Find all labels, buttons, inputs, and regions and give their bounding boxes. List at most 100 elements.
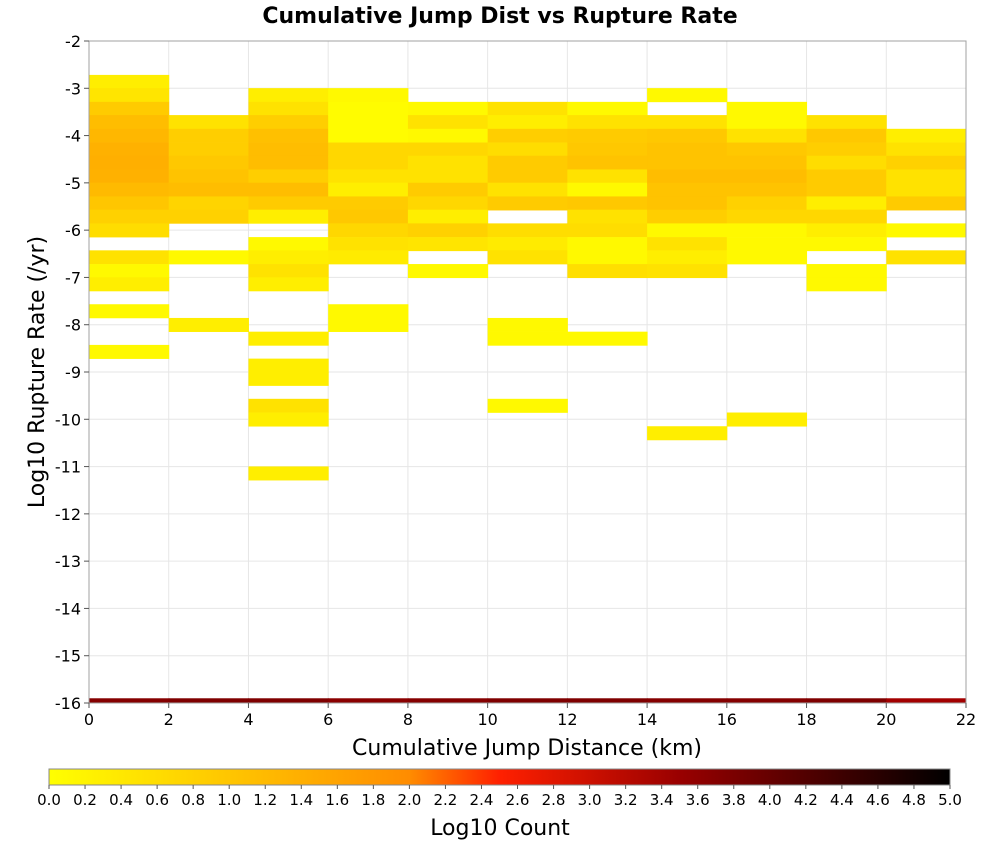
heatmap-cell bbox=[647, 142, 728, 157]
heatmap-cell bbox=[248, 371, 329, 386]
heatmap-cell bbox=[806, 277, 887, 292]
y-tick-label: -12 bbox=[55, 505, 81, 524]
x-tick-label: 14 bbox=[637, 710, 657, 729]
heatmap-cell bbox=[407, 209, 489, 224]
heatmap-cell bbox=[886, 142, 967, 157]
heatmap-cell bbox=[806, 142, 887, 157]
heatmap-cell bbox=[407, 128, 489, 143]
heatmap-cell bbox=[89, 304, 170, 319]
x-tick-label: 10 bbox=[477, 710, 497, 729]
heatmap-cell bbox=[647, 182, 728, 197]
heatmap-cell bbox=[567, 169, 648, 184]
colorbar-tick-label: 5.0 bbox=[938, 791, 962, 809]
x-tick-label: 18 bbox=[796, 710, 816, 729]
heatmap-cell bbox=[248, 155, 329, 170]
heatmap-cell bbox=[567, 223, 648, 238]
colorbar-tick-label: 4.2 bbox=[794, 791, 818, 809]
heatmap-cell bbox=[806, 155, 887, 170]
heatmap-cell bbox=[89, 142, 170, 157]
heatmap-cell bbox=[168, 250, 249, 265]
heatmap-cell bbox=[726, 155, 808, 170]
heatmap-cell bbox=[567, 698, 648, 703]
colorbar-tick-label: 2.2 bbox=[434, 791, 458, 809]
colorbar-tick-label: 0.4 bbox=[109, 791, 133, 809]
heatmap-cell bbox=[89, 277, 170, 292]
heatmap-cell bbox=[89, 209, 170, 224]
heatmap-cell bbox=[567, 209, 648, 224]
heatmap-cell bbox=[168, 317, 249, 332]
x-tick-label: 0 bbox=[84, 710, 94, 729]
colorbar-tick-label: 3.8 bbox=[722, 791, 746, 809]
heatmap-cell bbox=[328, 101, 409, 116]
heatmap-cell bbox=[89, 101, 170, 116]
heatmap-cell bbox=[248, 412, 329, 427]
heatmap-cell bbox=[647, 88, 728, 103]
heatmap-cell bbox=[487, 237, 568, 252]
heatmap-cell bbox=[248, 182, 329, 197]
heatmap-cell bbox=[886, 196, 967, 211]
heatmap-cell bbox=[647, 209, 728, 224]
heatmap-cell bbox=[726, 250, 808, 265]
heatmap-cell bbox=[168, 155, 249, 170]
heatmap-cell bbox=[168, 169, 249, 184]
heatmap-cell bbox=[248, 128, 329, 143]
y-axis-label: Log10 Rupture Rate (/yr) bbox=[25, 236, 50, 508]
heatmap-cell bbox=[407, 101, 489, 116]
heatmap-cell bbox=[567, 115, 648, 130]
heatmap-cell bbox=[726, 169, 808, 184]
colorbar-tick-label: 4.4 bbox=[830, 791, 854, 809]
heatmap-cell bbox=[726, 209, 808, 224]
heatmap-cell bbox=[806, 264, 887, 279]
x-tick-label: 16 bbox=[717, 710, 737, 729]
x-tick-label: 4 bbox=[243, 710, 253, 729]
colorbar-tick-label: 0.8 bbox=[181, 791, 205, 809]
heatmap-cell bbox=[168, 142, 249, 157]
heatmap-cell bbox=[726, 223, 808, 238]
heatmap-cell bbox=[806, 182, 887, 197]
x-tick-label: 22 bbox=[956, 710, 976, 729]
heatmap-cell bbox=[487, 115, 568, 130]
heatmap-cell bbox=[328, 169, 409, 184]
colorbar-tick-label: 3.4 bbox=[650, 791, 674, 809]
heatmap-cell bbox=[328, 155, 409, 170]
heatmap-cell bbox=[407, 182, 489, 197]
heatmap-cell bbox=[407, 223, 489, 238]
heatmap-cell bbox=[407, 698, 489, 703]
heatmap-cell bbox=[726, 142, 808, 157]
heatmap-cell bbox=[168, 182, 249, 197]
heatmap-cell bbox=[168, 115, 249, 130]
heatmap-cell bbox=[647, 698, 728, 703]
colorbar-tick-label: 0.2 bbox=[73, 791, 97, 809]
heatmap-cell bbox=[248, 264, 329, 279]
heatmap-cell bbox=[806, 698, 887, 703]
heatmap-cell bbox=[567, 155, 648, 170]
heatmap-cell bbox=[567, 196, 648, 211]
heatmap-cell bbox=[647, 169, 728, 184]
heatmap-cells bbox=[89, 74, 967, 703]
chart-title: Cumulative Jump Dist vs Rupture Rate bbox=[262, 4, 737, 29]
heatmap-cell bbox=[89, 196, 170, 211]
y-tick-label: -6 bbox=[65, 221, 81, 240]
heatmap-cell bbox=[806, 115, 887, 130]
heatmap-cell bbox=[886, 698, 967, 703]
colorbar-tick-label: 0.0 bbox=[37, 791, 61, 809]
heatmap-cell bbox=[248, 115, 329, 130]
y-tick-label: -4 bbox=[65, 127, 81, 146]
heatmap-cell bbox=[89, 344, 170, 359]
colorbar-tick-label: 4.0 bbox=[758, 791, 782, 809]
heatmap-cell bbox=[328, 209, 409, 224]
heatmap-cell bbox=[886, 250, 967, 265]
heatmap-cell bbox=[487, 250, 568, 265]
heatmap-cell bbox=[248, 398, 329, 413]
y-tick-label: -2 bbox=[65, 32, 81, 51]
heatmap-cell bbox=[647, 250, 728, 265]
colorbar-tick-label: 1.4 bbox=[289, 791, 313, 809]
heatmap-cell bbox=[726, 196, 808, 211]
heatmap-cell bbox=[407, 237, 489, 252]
colorbar-tick-label: 4.6 bbox=[866, 791, 890, 809]
heatmap-cell bbox=[89, 182, 170, 197]
heatmap-cell bbox=[806, 169, 887, 184]
heatmap-cell bbox=[248, 358, 329, 373]
colorbar-tick-label: 0.6 bbox=[145, 791, 169, 809]
